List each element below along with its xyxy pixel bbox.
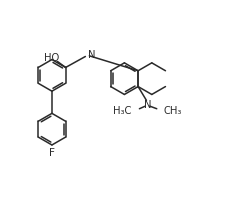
Text: HO: HO	[44, 53, 60, 63]
Text: N: N	[87, 50, 95, 60]
Text: CH₃: CH₃	[163, 106, 181, 116]
Text: F: F	[49, 148, 55, 158]
Text: N: N	[143, 100, 151, 110]
Text: H₃C: H₃C	[113, 106, 131, 116]
